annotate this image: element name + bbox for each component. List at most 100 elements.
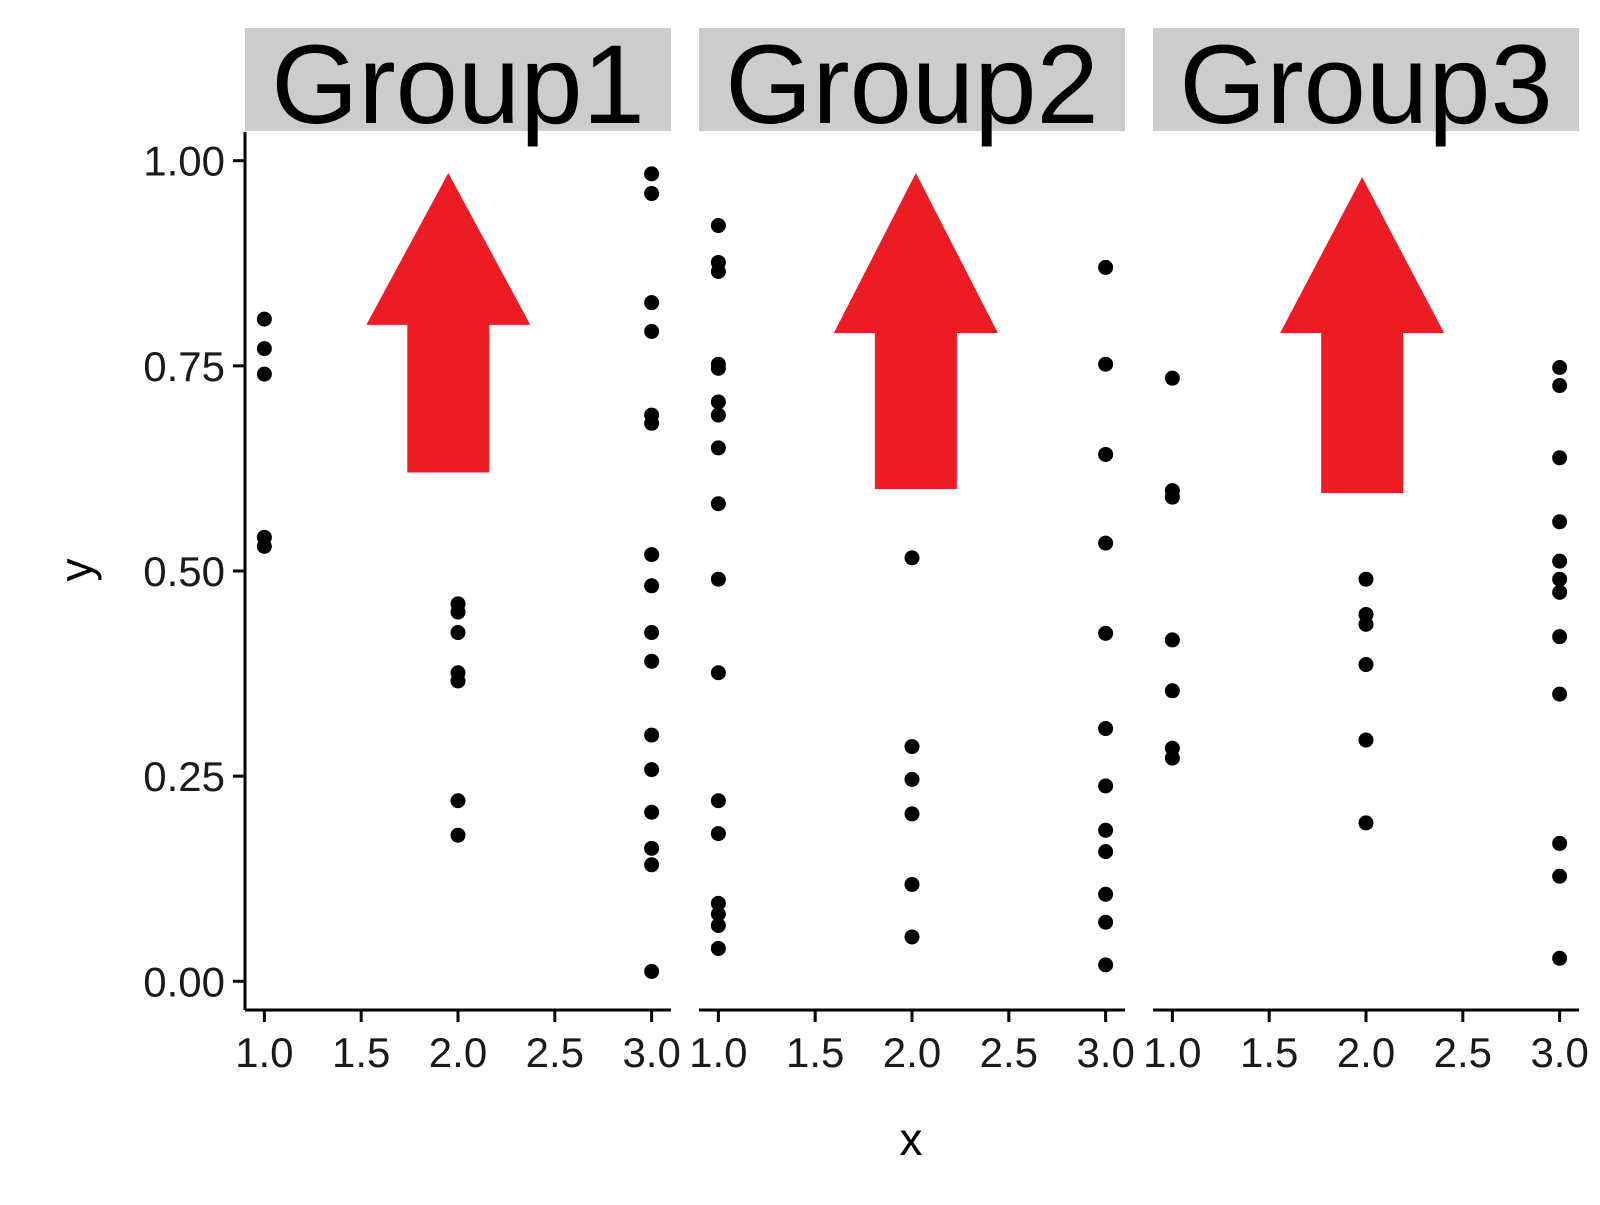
data-point bbox=[644, 323, 660, 339]
data-point bbox=[450, 604, 466, 620]
data-point bbox=[1552, 571, 1568, 587]
data-point bbox=[644, 415, 660, 431]
data-point bbox=[1552, 450, 1568, 466]
x-tick-label: 2.5 bbox=[1434, 1029, 1492, 1076]
x-tick-label: 2.0 bbox=[883, 1029, 941, 1076]
data-point bbox=[710, 360, 726, 376]
data-point bbox=[710, 940, 726, 956]
x-tick-label: 3.0 bbox=[1530, 1029, 1588, 1076]
data-point bbox=[904, 929, 920, 945]
y-tick-label: 0.00 bbox=[143, 958, 225, 1005]
data-point bbox=[1098, 886, 1114, 902]
data-point bbox=[644, 295, 660, 311]
data-point bbox=[644, 578, 660, 594]
data-point bbox=[1164, 750, 1180, 766]
up-arrow-annotation bbox=[366, 173, 531, 473]
facet-strip bbox=[699, 28, 1125, 131]
data-point bbox=[644, 857, 660, 873]
data-point bbox=[644, 727, 660, 743]
data-point bbox=[1098, 721, 1114, 737]
data-point bbox=[1098, 259, 1114, 275]
data-point bbox=[1164, 370, 1180, 386]
data-point bbox=[256, 341, 272, 357]
data-point bbox=[644, 547, 660, 563]
data-point bbox=[904, 806, 920, 822]
data-point bbox=[1164, 632, 1180, 648]
data-point bbox=[1552, 629, 1568, 645]
data-point bbox=[710, 263, 726, 279]
data-point bbox=[710, 496, 726, 512]
data-point bbox=[904, 739, 920, 755]
data-point bbox=[1552, 514, 1568, 530]
x-tick-label: 3.0 bbox=[1076, 1029, 1134, 1076]
facet-strip-label: Group2 bbox=[725, 22, 1099, 147]
x-tick-label: 1.5 bbox=[332, 1029, 390, 1076]
data-point bbox=[710, 440, 726, 456]
data-point bbox=[1358, 732, 1374, 748]
facet-strip bbox=[245, 28, 671, 131]
data-point bbox=[1098, 822, 1114, 838]
data-point bbox=[710, 407, 726, 423]
data-point bbox=[644, 166, 660, 182]
facet-panel-1: Group1 1.0 1.5 2.0 2.5 3.0 bbox=[235, 22, 681, 1076]
facet-panels: 0.00 0.25 0.50 0.75 1.00 Group1 1.0 1.5 2.0 2.5 3.… bbox=[143, 22, 1589, 1076]
data-point bbox=[450, 625, 466, 641]
x-tick-label: 1.5 bbox=[786, 1029, 844, 1076]
data-point bbox=[1552, 553, 1568, 569]
facet-strip-label: Group3 bbox=[1179, 22, 1553, 147]
y-tick-label: 0.75 bbox=[143, 343, 225, 390]
data-point bbox=[1098, 446, 1114, 462]
up-arrow-annotation bbox=[833, 173, 998, 489]
data-point bbox=[256, 311, 272, 327]
x-tick-label: 1.5 bbox=[1240, 1029, 1298, 1076]
data-point bbox=[1358, 815, 1374, 831]
data-point bbox=[1358, 616, 1374, 632]
x-tick-label: 3.0 bbox=[622, 1029, 680, 1076]
x-tick-label: 1.0 bbox=[689, 1029, 747, 1076]
x-tick-label: 2.5 bbox=[526, 1029, 584, 1076]
x-tick-label: 2.0 bbox=[429, 1029, 487, 1076]
x-tick-label: 2.0 bbox=[1337, 1029, 1395, 1076]
data-point bbox=[644, 762, 660, 778]
data-point bbox=[644, 804, 660, 820]
data-point bbox=[1098, 914, 1114, 930]
data-point bbox=[1552, 835, 1568, 851]
data-point bbox=[1358, 657, 1374, 673]
data-point bbox=[1098, 625, 1114, 641]
data-point bbox=[904, 876, 920, 892]
data-point bbox=[1552, 378, 1568, 394]
data-point bbox=[1552, 360, 1568, 376]
data-point bbox=[1098, 535, 1114, 551]
data-point bbox=[1358, 571, 1374, 587]
y-tick-label: 0.25 bbox=[143, 753, 225, 800]
data-point bbox=[1552, 686, 1568, 702]
data-point bbox=[904, 550, 920, 566]
data-point bbox=[1552, 868, 1568, 884]
x-tick-label: 2.5 bbox=[980, 1029, 1038, 1076]
facet-panel-3: Group3 1.0 1.5 2.0 2.5 3.0 bbox=[1143, 22, 1589, 1076]
facet-panel-2: Group2 1.0 1.5 2.0 2.5 3.0 bbox=[689, 22, 1135, 1076]
facet-strip-label: Group1 bbox=[271, 22, 645, 147]
data-point bbox=[1552, 584, 1568, 600]
data-point bbox=[710, 218, 726, 234]
data-point bbox=[450, 673, 466, 689]
data-point bbox=[644, 840, 660, 856]
data-point bbox=[1098, 356, 1114, 372]
data-point bbox=[710, 895, 726, 911]
data-point bbox=[710, 665, 726, 681]
data-point bbox=[1098, 957, 1114, 973]
data-point bbox=[710, 571, 726, 587]
data-point bbox=[450, 827, 466, 843]
y-axis-label: y bbox=[50, 559, 102, 582]
data-point bbox=[1098, 844, 1114, 860]
data-point bbox=[644, 625, 660, 641]
x-tick-label: 1.0 bbox=[1143, 1029, 1201, 1076]
data-point bbox=[256, 538, 272, 554]
facet-strip bbox=[1153, 28, 1579, 131]
x-axis-label: x bbox=[900, 1113, 923, 1165]
data-point bbox=[256, 366, 272, 382]
data-point bbox=[450, 793, 466, 809]
data-point bbox=[644, 963, 660, 979]
